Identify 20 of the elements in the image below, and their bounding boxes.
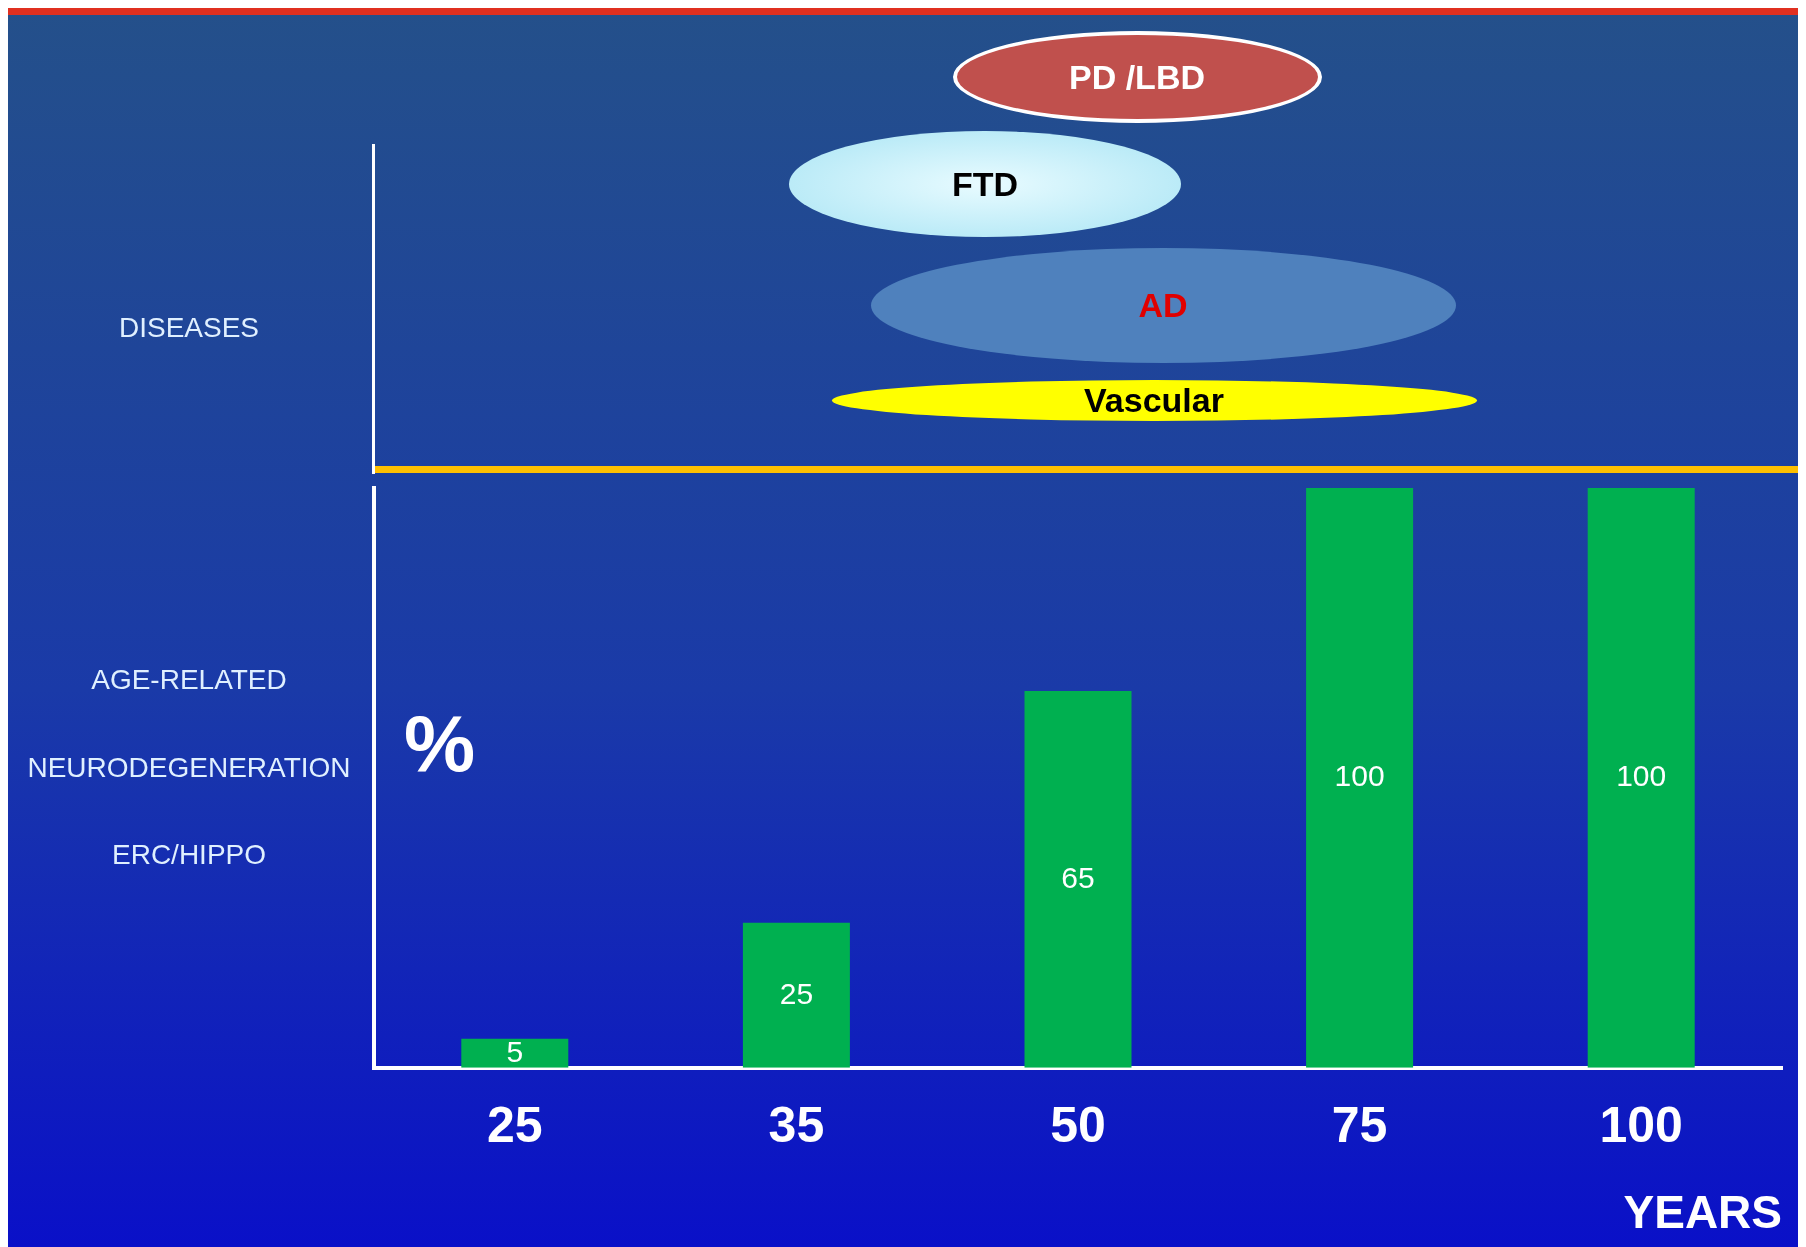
data-label: 5	[506, 1034, 524, 1068]
data-label: 65	[1061, 860, 1095, 894]
text: AGE-RELATED	[90, 663, 288, 697]
text: DISEASES	[117, 311, 261, 345]
text: NEURODEGENERATION	[26, 751, 352, 785]
y-axis-title: %	[404, 698, 476, 788]
x-tick-label: 50	[1050, 1096, 1106, 1153]
text: ERC/HIPPO	[111, 838, 267, 872]
text: FTD	[951, 164, 1019, 204]
x-tick-label: 100	[1599, 1096, 1683, 1153]
data-label: 25	[779, 976, 814, 1010]
data-label: 100	[1616, 759, 1667, 793]
text: PD /LBD	[1069, 57, 1205, 97]
text: Vascular	[1084, 380, 1224, 420]
x-tick-label: 75	[1331, 1096, 1388, 1153]
text: AD	[1138, 285, 1188, 325]
x-tick-label: 25	[486, 1096, 543, 1153]
x-tick-label: 35	[768, 1096, 825, 1153]
data-label: 100	[1334, 759, 1385, 793]
x-axis-title: YEARS	[1623, 1186, 1782, 1239]
